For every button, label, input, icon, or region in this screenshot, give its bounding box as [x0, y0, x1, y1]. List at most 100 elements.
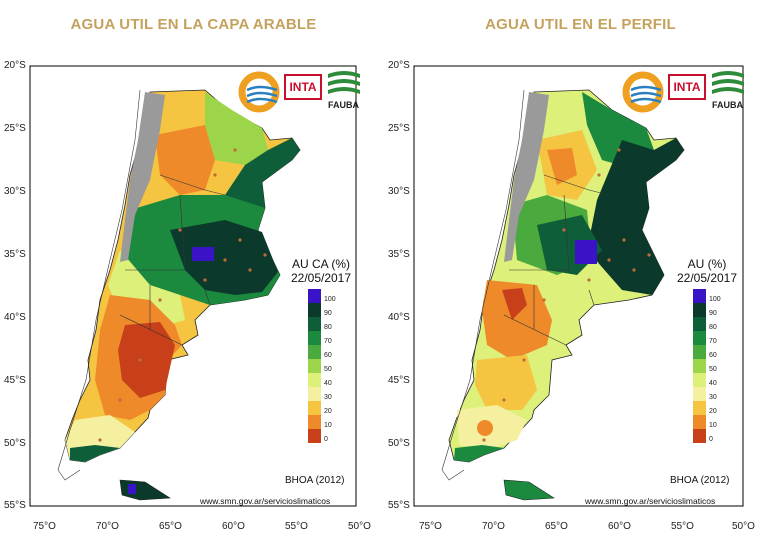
lon-label: 70°O — [482, 521, 505, 532]
lat-label: 35°S — [388, 249, 410, 260]
legend-swatch — [693, 317, 706, 331]
legend-swatch — [308, 415, 321, 429]
legend-swatch — [308, 359, 321, 373]
legend-swatch — [308, 373, 321, 387]
map-fill — [57, 89, 301, 501]
legend-tick-label: 30 — [324, 394, 332, 401]
color-legend — [308, 289, 321, 443]
lat-label: 30°S — [388, 186, 410, 197]
legend-swatch — [693, 429, 706, 443]
lon-label: 55°O — [285, 521, 308, 532]
legend-swatch — [308, 289, 321, 303]
lon-label: 60°O — [608, 521, 631, 532]
legend-tick-label: 60 — [709, 352, 717, 359]
legend-tick-label: 10 — [324, 422, 332, 429]
lat-label: 45°S — [388, 375, 410, 386]
lon-label: 60°O — [222, 521, 245, 532]
smn-logo — [621, 70, 665, 114]
legend-swatch — [693, 345, 706, 359]
panel-perfil: AGUA UTIL EN EL PERFIL — [387, 0, 774, 552]
lat-label: 25°S — [4, 123, 26, 134]
fauba-logo — [710, 68, 746, 96]
legend-swatch — [693, 415, 706, 429]
legend-tick-label: 90 — [709, 310, 717, 317]
legend-title: AU (%) 22/05/2017 — [662, 257, 752, 285]
map-title: AGUA UTIL EN LA CAPA ARABLE — [70, 16, 317, 33]
map-title: AGUA UTIL EN EL PERFIL — [485, 16, 676, 33]
fauba-label: FAUBA — [712, 100, 743, 110]
legend-title-line1: AU CA (%) — [291, 257, 350, 271]
legend-swatch — [693, 331, 706, 345]
legend-tick-label: 70 — [324, 338, 332, 345]
legend-tick-label: 10 — [709, 422, 717, 429]
lon-label: 75°O — [419, 521, 442, 532]
legend-swatch — [308, 331, 321, 345]
legend-swatch — [308, 317, 321, 331]
lat-label: 50°S — [4, 438, 26, 449]
legend-swatch — [693, 359, 706, 373]
legend-tick-label: 0 — [324, 436, 328, 443]
inta-logo: INTA — [284, 74, 322, 100]
lat-label: 35°S — [4, 249, 26, 260]
legend-tick-label: 100 — [324, 296, 336, 303]
legend-swatch — [693, 303, 706, 317]
legend-title-line2: 22/05/2017 — [290, 271, 352, 285]
map-plot — [29, 65, 357, 507]
fauba-label: FAUBA — [328, 100, 359, 110]
legend-tick-label: 60 — [324, 352, 332, 359]
panel-arable: AGUA UTIL EN LA CAPA ARABLE — [4, 16, 371, 532]
legend-swatch — [693, 289, 706, 303]
lon-label: 70°O — [96, 521, 119, 532]
map-plot — [413, 65, 744, 507]
map-fill — [441, 89, 685, 501]
legend-tick-label: 100 — [709, 296, 721, 303]
lon-label: 50°O — [732, 521, 755, 532]
lat-label: 25°S — [388, 123, 410, 134]
legend-tick-label: 50 — [709, 366, 717, 373]
lat-label: 55°S — [388, 500, 410, 511]
lon-label: 65°O — [159, 521, 182, 532]
lat-label: 30°S — [4, 186, 26, 197]
legend-swatch — [308, 429, 321, 443]
legend-tick-label: 40 — [709, 380, 717, 387]
legend-tick-label: 40 — [324, 380, 332, 387]
legend-swatch — [308, 387, 321, 401]
inta-logo: INTA — [668, 74, 706, 100]
legend-title: AU CA (%) 22/05/2017 — [276, 257, 366, 285]
legend-swatch — [693, 373, 706, 387]
legend-tick-label: 0 — [709, 436, 713, 443]
legend-tick-label: 20 — [324, 408, 332, 415]
legend-swatch — [308, 401, 321, 415]
legend-tick-label: 90 — [324, 310, 332, 317]
legend-swatch — [308, 303, 321, 317]
lon-label: 65°O — [545, 521, 568, 532]
lat-label: 40°S — [388, 312, 410, 323]
fauba-logo — [326, 68, 362, 96]
lat-label: 55°S — [4, 500, 26, 511]
legend-tick-label: 50 — [324, 366, 332, 373]
source-url: www.smn.gov.ar/servicioslimaticos — [200, 496, 331, 506]
lon-label: 75°O — [33, 521, 56, 532]
legend-swatch — [693, 401, 706, 415]
legend-title-line2: 22/05/2017 — [676, 271, 738, 285]
credit-label: BHOA (2012) — [285, 475, 345, 486]
lat-label: 50°S — [388, 438, 410, 449]
legend-tick-label: 80 — [324, 324, 332, 331]
lat-label: 20°S — [388, 60, 410, 71]
legend-tick-label: 70 — [709, 338, 717, 345]
lon-label: 50°O — [348, 521, 371, 532]
lat-label: 40°S — [4, 312, 26, 323]
lat-label: 45°S — [4, 375, 26, 386]
legend-swatch — [308, 345, 321, 359]
lat-label: 20°S — [4, 60, 26, 71]
source-url: www.smn.gov.ar/servicioslimaticos — [585, 496, 716, 506]
legend-tick-label: 80 — [709, 324, 717, 331]
legend-title-line1: AU (%) — [687, 257, 727, 271]
legend-swatch — [693, 387, 706, 401]
lon-label: 55°O — [671, 521, 694, 532]
smn-logo — [237, 70, 281, 114]
credit-label: BHOA (2012) — [670, 475, 730, 486]
color-legend — [693, 289, 706, 443]
legend-tick-label: 30 — [709, 394, 717, 401]
legend-tick-label: 20 — [709, 408, 717, 415]
